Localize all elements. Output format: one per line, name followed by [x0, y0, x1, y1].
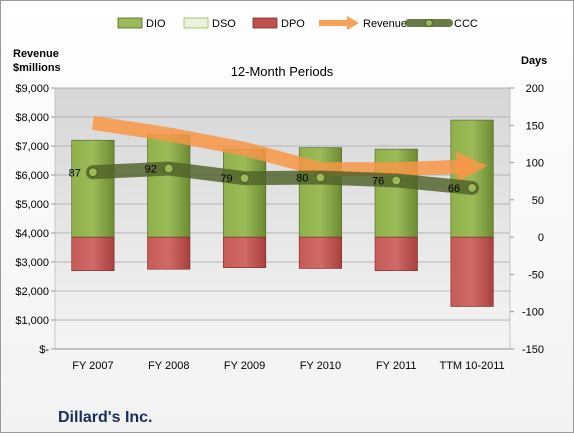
x-axis-tick-label: FY 2011 [376, 360, 417, 372]
dio-bar [450, 119, 494, 238]
left-axis-tick-label: $9,000 [15, 83, 49, 95]
left-axis-title-line1: Revenue [13, 48, 59, 60]
dpo-bar [147, 236, 191, 270]
ccc-data-label: 87 [69, 167, 81, 179]
ccc-line [85, 161, 480, 195]
dio-bar [223, 148, 267, 238]
right-axis-tick-label: 0 [538, 232, 544, 244]
company-name: Dillard's Inc. [58, 409, 153, 426]
legend-label-dpo: DPO [281, 18, 305, 30]
right-axis-tick-label: 150 [526, 120, 544, 132]
legend: DIO DSO DPO Revenue CCC [117, 16, 478, 30]
ccc-point [391, 175, 402, 186]
ccc-line-series: 87 92 79 80 76 66 [69, 161, 480, 195]
right-axis: -150 -100 -50 0 50 100 150 200 [510, 83, 544, 356]
ccc-data-label: 80 [296, 172, 308, 184]
ccc-point [315, 172, 326, 183]
ccc-data-label: 66 [448, 183, 460, 195]
left-axis-tick-label: $- [39, 344, 49, 356]
ccc-data-label: 92 [145, 164, 157, 176]
dpo-bar [71, 236, 115, 271]
right-axis-tick-label: -100 [522, 307, 544, 319]
dio-bar [71, 139, 115, 238]
left-axis-tick-label: $1,000 [15, 315, 49, 327]
revenue-line [91, 115, 488, 183]
legend-swatch-dso [183, 17, 209, 29]
legend-label-revenue: Revenue [363, 18, 407, 30]
legend-label-ccc: CCC [454, 18, 478, 30]
revenue-line-series [91, 115, 488, 183]
left-axis: $- $1,000 $2,000 $3,000 $4,000 $5,000 $6,000 $7… [15, 83, 55, 356]
ccc-point [239, 173, 250, 184]
left-axis-tick-label: $4,000 [15, 228, 49, 240]
x-axis-tick-label: TTM 10-2011 [439, 360, 504, 372]
dpo-bar [298, 236, 342, 269]
dpo-bar [450, 236, 494, 307]
right-axis-tick-label: 100 [526, 158, 544, 170]
left-axis-tick-label: $6,000 [15, 170, 49, 182]
right-axis-tick-label: -50 [528, 269, 544, 281]
ccc-data-label: 76 [372, 175, 384, 187]
ccc-point [87, 167, 99, 178]
left-axis-tick-label: $8,000 [15, 112, 49, 124]
left-axis-tick-label: $3,000 [15, 257, 49, 269]
legend-swatch-dio [117, 17, 143, 29]
right-axis-tick-label: 200 [526, 83, 544, 95]
legend-label-dso: DSO [212, 18, 236, 30]
x-axis-tick-label: FY 2009 [224, 360, 265, 372]
legend-label-dio: DIO [146, 18, 166, 30]
left-axis-tick-label: $7,000 [15, 141, 49, 153]
x-axis-tick-label: FY 2008 [148, 360, 189, 372]
chart-title: 12-Month Periods [231, 64, 334, 79]
left-axis-title-line2: $millions [13, 62, 61, 74]
ccc-point [163, 163, 174, 174]
left-axis-tick-label: $2,000 [15, 286, 49, 298]
dpo-bar [223, 236, 267, 269]
ccc-point [466, 182, 478, 194]
ccc-data-label: 79 [220, 173, 232, 185]
right-axis-tick-label: 50 [532, 195, 544, 207]
legend-swatch-revenue [319, 16, 359, 30]
left-axis-tick-label: $5,000 [15, 199, 49, 211]
x-axis: FY 2007 FY 2008 FY 2009 FY 2010 FY 2011 TTM 1… [55, 348, 510, 372]
x-axis-tick-label: FY 2007 [72, 360, 113, 372]
dio-bar [147, 134, 191, 238]
x-axis-tick-label: FY 2010 [300, 360, 341, 372]
right-axis-title: Days [521, 55, 547, 67]
dpo-bar [374, 236, 418, 271]
right-axis-tick-label: -150 [522, 344, 544, 356]
legend-swatch-ccc-point [425, 19, 433, 27]
legend-swatch-dpo [252, 17, 278, 29]
